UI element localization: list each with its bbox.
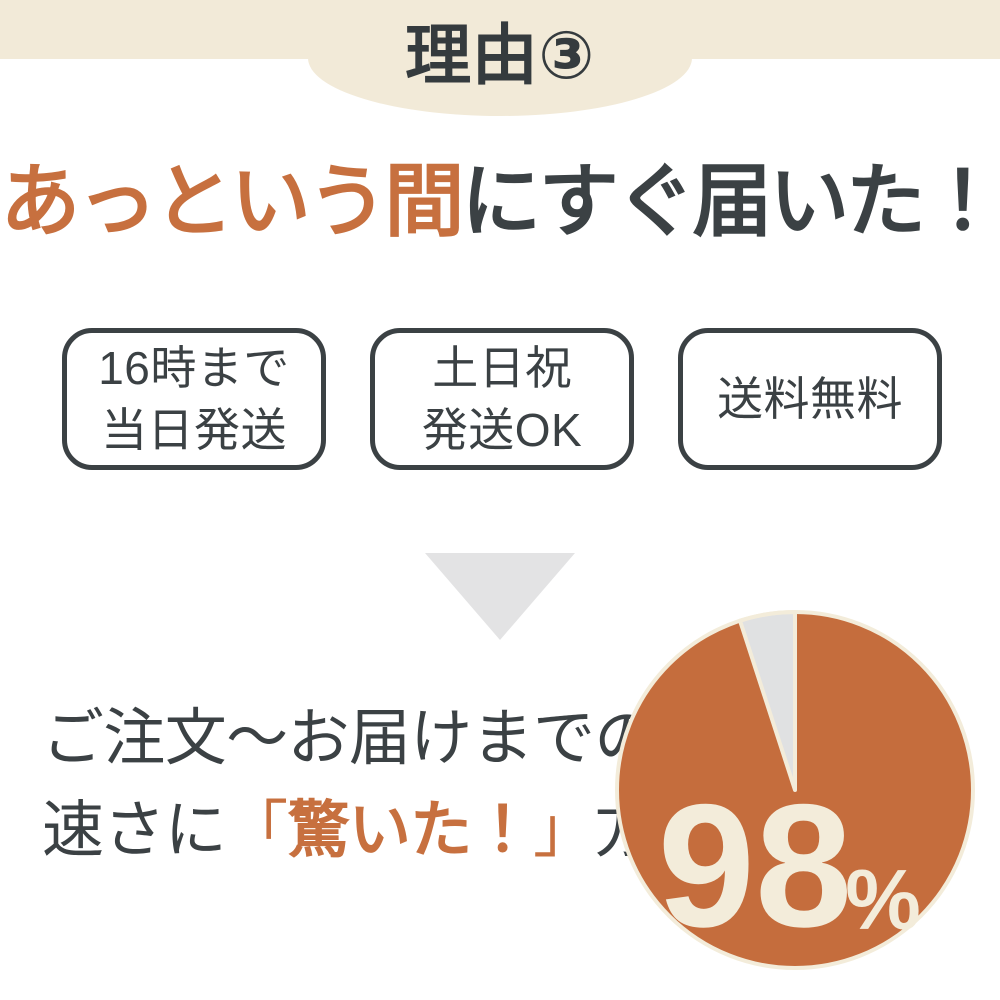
down-arrow-icon <box>425 553 575 640</box>
headline: あっという間にすぐ届いた！ <box>0 150 1000 254</box>
stat-line2-prefix: 速さに <box>42 796 227 865</box>
stat-highlight: 驚いた！ <box>287 796 534 865</box>
stat-line1: ご注文〜お届けまでの <box>42 704 656 773</box>
badge-same-day-shipping: 16時まで 当日発送 <box>62 328 326 470</box>
badge-weekend-shipping: 土日祝 発送OK <box>370 328 634 470</box>
badge-line: 土日祝 <box>432 342 572 394</box>
badge-line: 発送OK <box>421 404 583 456</box>
badge-line: 16時まで <box>98 342 290 394</box>
pie-chart: 98 % <box>615 609 975 970</box>
pie-value-label: 98 <box>658 769 853 964</box>
badge-line: 当日発送 <box>101 404 287 456</box>
badge-free-shipping: 送料無料 <box>678 328 942 470</box>
headline-highlight: あっという間 <box>0 157 464 246</box>
header-band <box>0 0 1000 59</box>
headline-rest: にすぐ届いた！ <box>461 157 1000 246</box>
stat-open-bracket: 「 <box>226 796 288 865</box>
reason-title: 理由③ <box>405 18 595 92</box>
badge-row: 16時まで 当日発送 土日祝 発送OK 送料無料 <box>62 328 942 470</box>
badge-line: 送料無料 <box>717 373 903 425</box>
stat-close-bracket: 」 <box>533 796 595 865</box>
pie-unit-label: % <box>845 853 921 948</box>
pie-outline-ring <box>615 610 975 970</box>
